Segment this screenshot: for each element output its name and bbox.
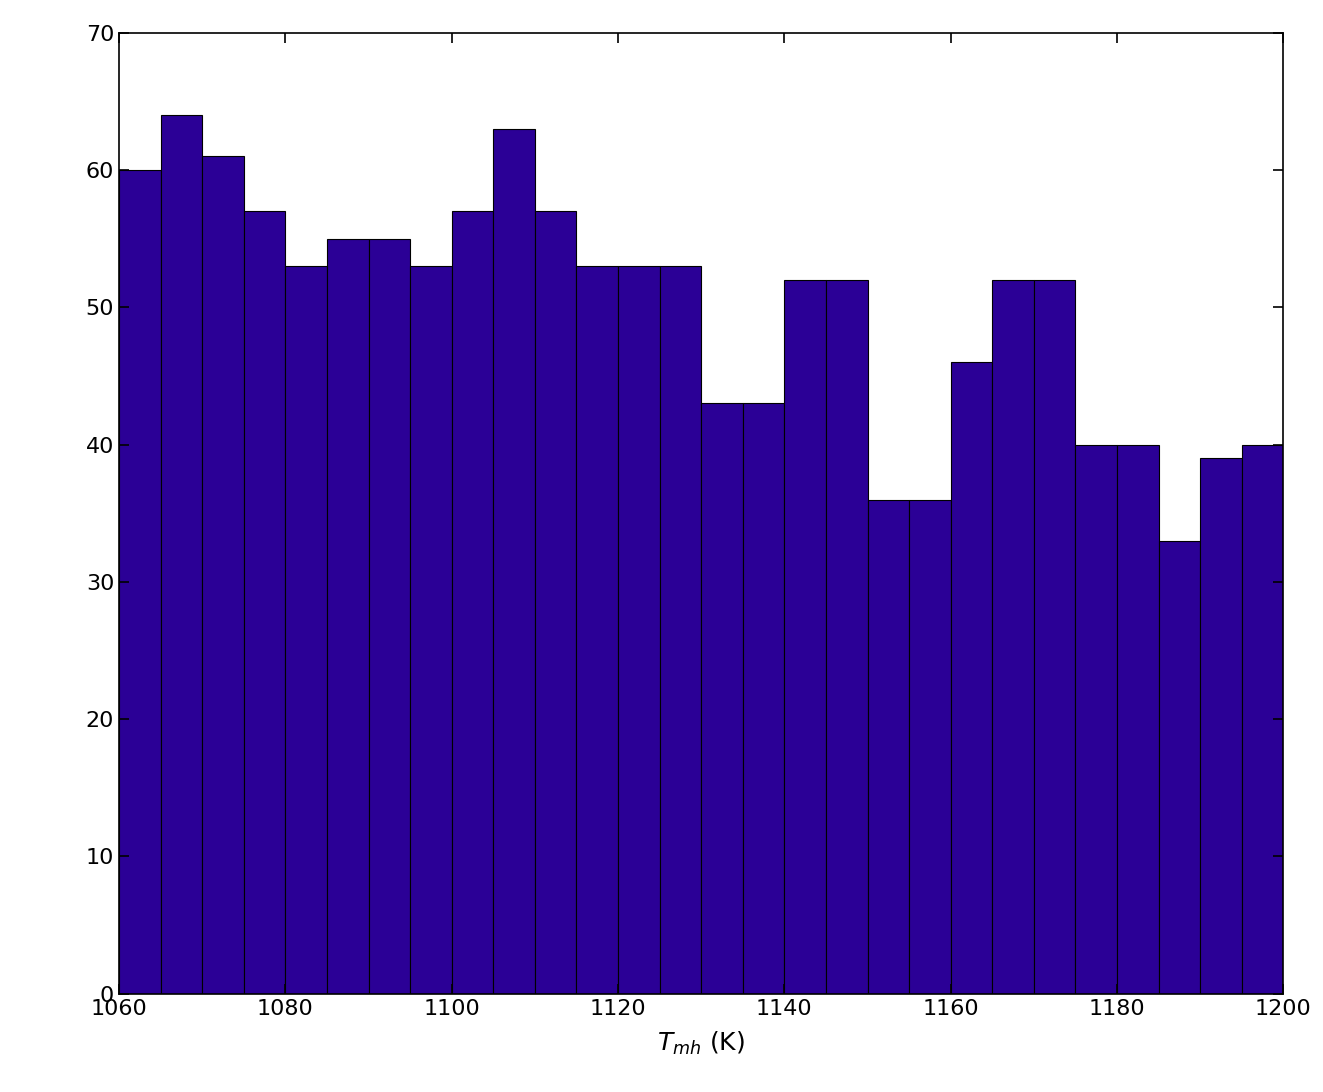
Bar: [369, 239, 410, 994]
Bar: [160, 115, 202, 994]
Bar: [1076, 444, 1117, 994]
Bar: [618, 266, 660, 994]
Bar: [119, 170, 160, 994]
Bar: [577, 266, 618, 994]
Bar: [1159, 541, 1200, 994]
Bar: [951, 363, 992, 994]
Bar: [1200, 459, 1242, 994]
Bar: [327, 239, 369, 994]
Bar: [701, 403, 742, 994]
Bar: [992, 280, 1033, 994]
Bar: [202, 156, 243, 994]
Bar: [742, 403, 785, 994]
Bar: [909, 499, 951, 994]
Bar: [493, 129, 534, 994]
Bar: [1117, 444, 1159, 994]
Bar: [868, 499, 909, 994]
Bar: [410, 266, 451, 994]
Bar: [451, 211, 493, 994]
Bar: [1242, 444, 1283, 994]
Bar: [286, 266, 327, 994]
Bar: [785, 280, 826, 994]
Bar: [660, 266, 701, 994]
Bar: [1033, 280, 1076, 994]
Bar: [534, 211, 577, 994]
X-axis label: $T_{mh}$ (K): $T_{mh}$ (K): [658, 1030, 745, 1057]
Bar: [826, 280, 868, 994]
Bar: [243, 211, 286, 994]
